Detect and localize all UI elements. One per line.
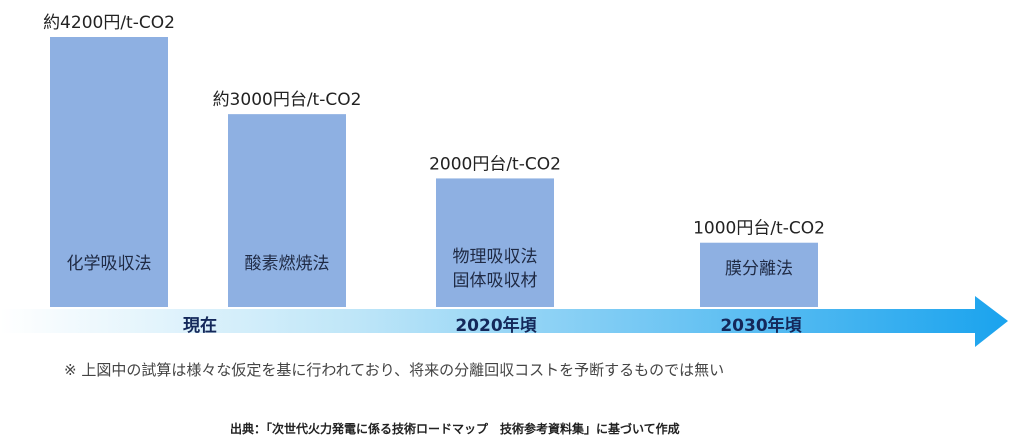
bar-value-label: 2000円台/t-CO2	[429, 154, 561, 174]
bar-method-label: 酸素燃焼法	[245, 254, 330, 274]
timeline-label: 2030年頃	[720, 315, 802, 336]
source-citation: 出典：「次世代火力発電に係る技術ロードマップ 技術参考資料集」に基づいて作成	[230, 422, 680, 436]
timeline-label: 現在	[183, 315, 217, 336]
bar-method-label: 物理吸収法	[453, 247, 538, 267]
bar-value-label: 約3000円台/t-CO2	[213, 90, 362, 110]
footnote: ※ 上図中の試算は様々な仮定を基に行われており、将来の分離回収コストを予断するも…	[64, 361, 725, 379]
bar	[228, 114, 346, 308]
bar	[50, 37, 168, 307]
bar-method-label: 膜分離法	[725, 259, 793, 279]
timeline-label: 2020年頃	[455, 315, 537, 336]
bar	[436, 178, 554, 307]
bar	[700, 242, 818, 307]
bar-value-label: 1000円台/t-CO2	[693, 219, 825, 239]
timeline-arrow	[0, 296, 1008, 347]
bar-method-label: 化学吸収法	[67, 254, 152, 274]
bar-method-label: 固体吸収材	[453, 271, 538, 291]
bar-value-label: 約4200円/t-CO2	[43, 13, 175, 33]
